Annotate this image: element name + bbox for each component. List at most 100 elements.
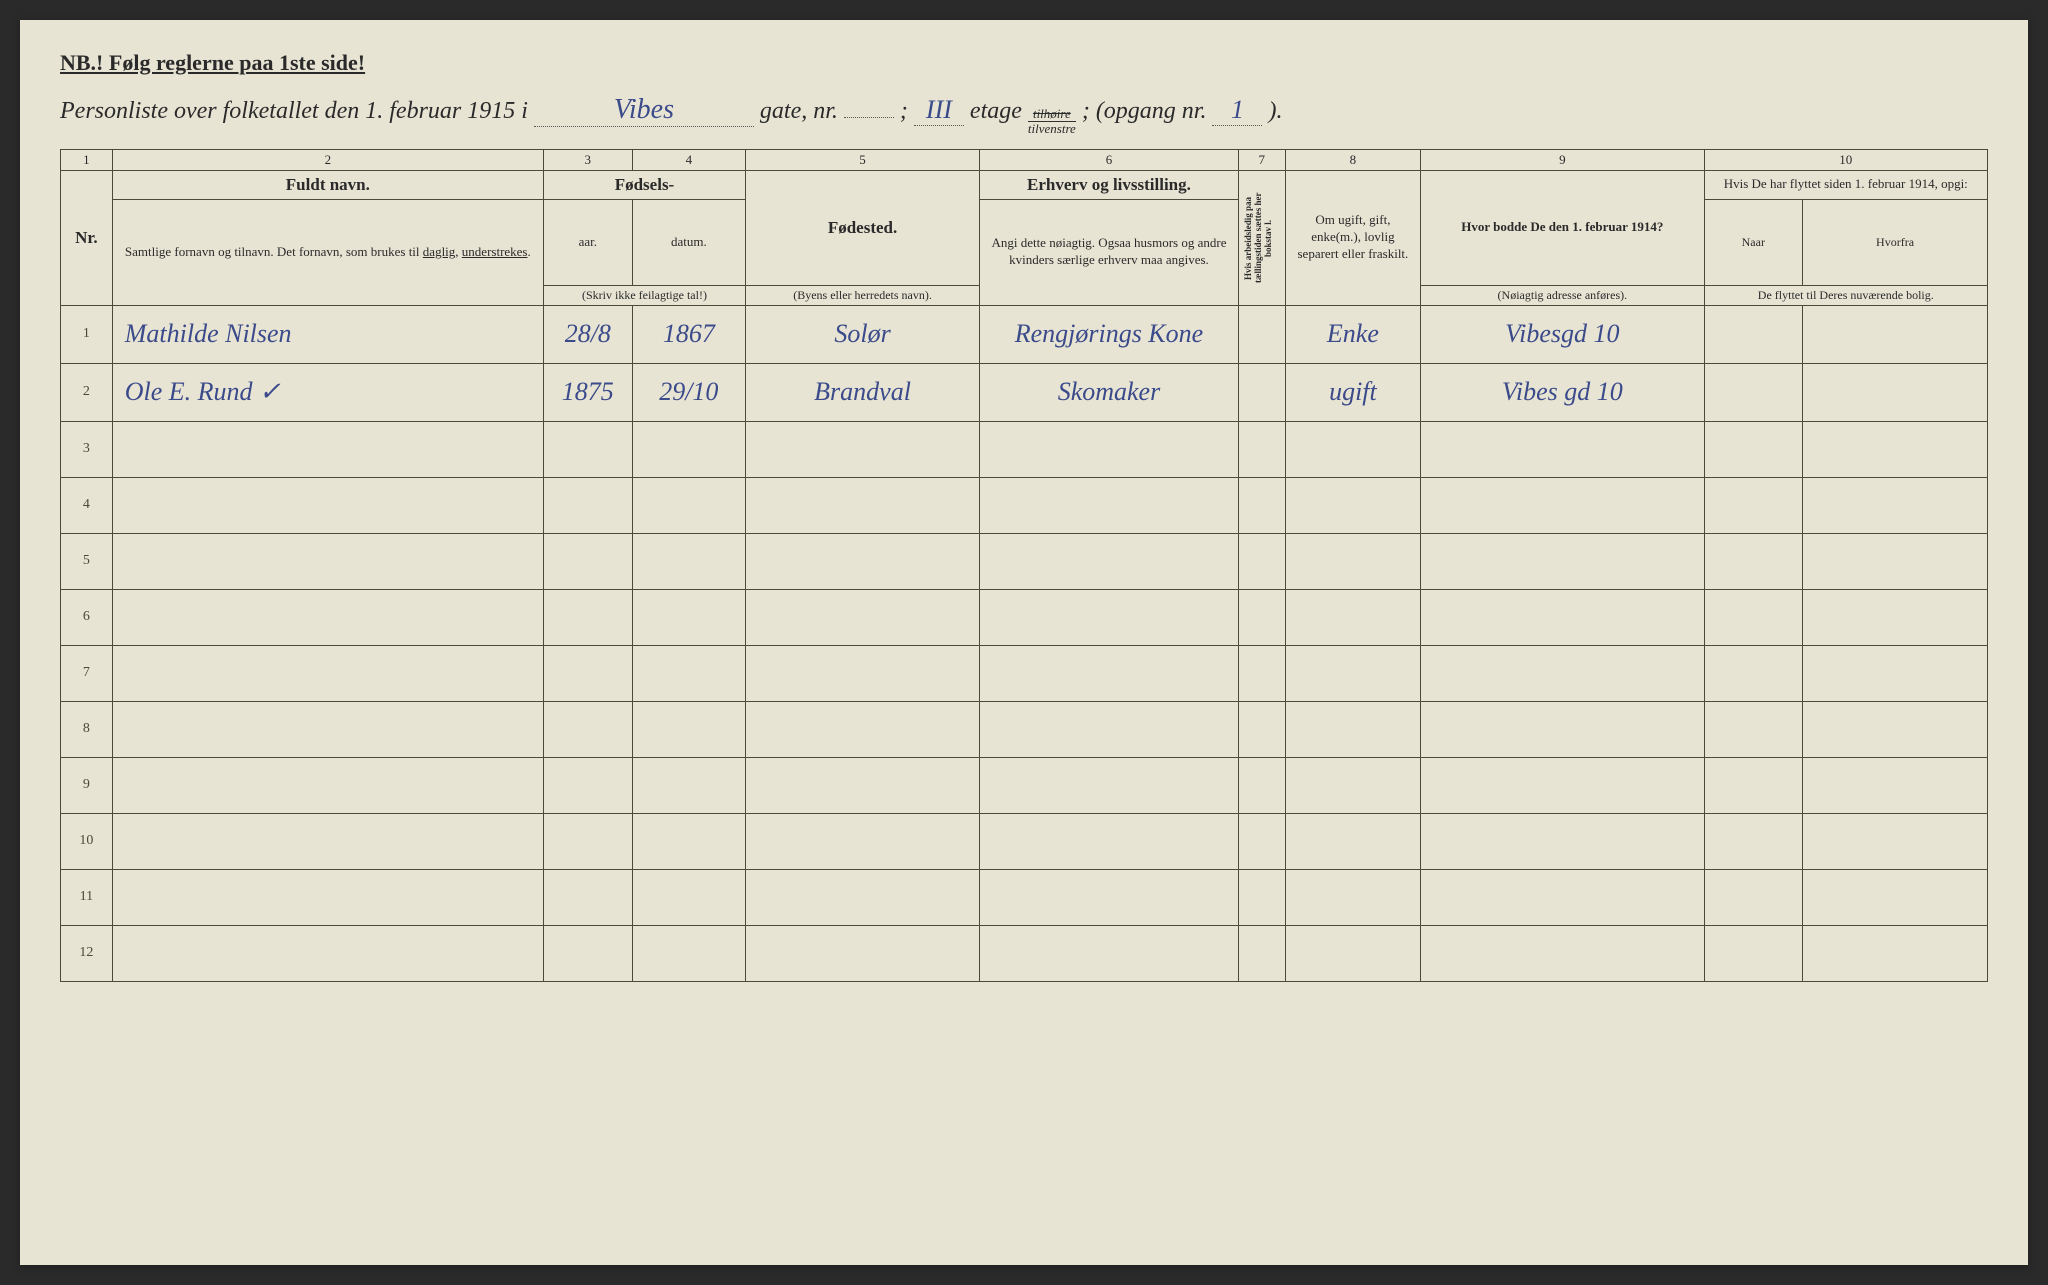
cell-year: 28/8 [543, 305, 632, 363]
cell-empty [1421, 701, 1704, 757]
cell-place: Solør [746, 305, 980, 363]
hdr-col10-sub: De flyttet til Deres nuværende bolig. [1704, 286, 1987, 305]
header-notice: NB.! Følg reglerne paa 1ste side! [60, 50, 1988, 76]
cell-empty [1803, 757, 1988, 813]
cell-c10b [1803, 363, 1988, 421]
etage-label: etage [970, 98, 1022, 125]
cell-occ: Skomaker [980, 363, 1239, 421]
side-fraction: tilhøire tilvenstre [1028, 107, 1076, 137]
cell-empty [543, 533, 632, 589]
cell-empty [1238, 645, 1285, 701]
hdr-hvorfra: Hvorfra [1803, 199, 1988, 286]
title-prefix: Personliste over folketallet den 1. febr… [60, 98, 528, 125]
cell-empty [1803, 701, 1988, 757]
cell-empty [543, 701, 632, 757]
cell-empty [1421, 533, 1704, 589]
opgang-label: (opgang nr. [1096, 98, 1207, 125]
cell-empty [1704, 925, 1803, 981]
cell-empty [1238, 589, 1285, 645]
side-bot: tilvenstre [1028, 121, 1076, 136]
table-row-empty: 11 [61, 869, 1988, 925]
cell-empty [1238, 813, 1285, 869]
cell-date: 1867 [632, 305, 745, 363]
hdr-erhverv-sub: Angi dette nøiagtig. Ogsaa husmors og an… [980, 199, 1239, 305]
table-row-empty: 12 [61, 925, 1988, 981]
cell-c7 [1238, 363, 1285, 421]
colnum-1: 1 [61, 149, 113, 170]
cell-empty [980, 533, 1239, 589]
table-row-empty: 10 [61, 813, 1988, 869]
colnum-7: 7 [1238, 149, 1285, 170]
hdr-fodested-sub: (Byens eller herredets navn). [746, 286, 980, 305]
cell-empty [1285, 645, 1421, 701]
cell-empty [1421, 645, 1704, 701]
hdr-col10: Hvis De har flyttet siden 1. februar 191… [1704, 170, 1987, 199]
cell-empty [746, 533, 980, 589]
cell-empty [1803, 533, 1988, 589]
cell-empty [1421, 757, 1704, 813]
cell-empty [1285, 421, 1421, 477]
cell-empty [1704, 589, 1803, 645]
cell-empty [746, 421, 980, 477]
cell-empty [543, 477, 632, 533]
cell-empty [632, 925, 745, 981]
table-body: 1 Mathilde Nilsen 28/8 1867 Solør Rengjø… [61, 305, 1988, 981]
cell-c8: Enke [1285, 305, 1421, 363]
semicolon1: ; [900, 98, 908, 125]
cell-empty [112, 645, 543, 701]
cell-empty [1238, 477, 1285, 533]
cell-empty [1704, 869, 1803, 925]
cell-year: 1875 [543, 363, 632, 421]
cell-empty [1285, 813, 1421, 869]
cell-empty [1285, 869, 1421, 925]
gate-label: gate, nr. [760, 98, 838, 125]
cell-empty [980, 757, 1239, 813]
cell-empty [980, 701, 1239, 757]
cell-empty [1285, 757, 1421, 813]
cell-empty [980, 869, 1239, 925]
cell-c10b [1803, 305, 1988, 363]
cell-empty [1238, 757, 1285, 813]
cell-empty [980, 421, 1239, 477]
cell-empty [632, 813, 745, 869]
cell-empty [112, 813, 543, 869]
hdr-fodested: Fødested. [746, 170, 980, 286]
cell-empty [632, 533, 745, 589]
cell-empty [1238, 533, 1285, 589]
cell-empty [746, 813, 980, 869]
cell-empty [543, 869, 632, 925]
hdr-erhverv: Erhverv og livsstilling. [980, 170, 1239, 199]
cell-empty [1704, 813, 1803, 869]
hdr-aar: aar. [543, 199, 632, 286]
table-row-empty: 5 [61, 533, 1988, 589]
cell-date: 29/10 [632, 363, 745, 421]
cell-nr: 4 [61, 477, 113, 533]
cell-empty [1704, 421, 1803, 477]
cell-empty [980, 589, 1239, 645]
cell-empty [112, 757, 543, 813]
cell-empty [632, 421, 745, 477]
cell-empty [746, 701, 980, 757]
cell-c7 [1238, 305, 1285, 363]
cell-empty [1421, 477, 1704, 533]
cell-empty [1238, 421, 1285, 477]
cell-empty [1803, 869, 1988, 925]
colnum-4: 4 [632, 149, 745, 170]
table-row: 2 Ole E. Rund ✓ 1875 29/10 Brandval Skom… [61, 363, 1988, 421]
cell-nr: 12 [61, 925, 113, 981]
hdr-nr: Nr. [61, 170, 113, 305]
table-row-empty: 7 [61, 645, 1988, 701]
cell-name: Mathilde Nilsen [112, 305, 543, 363]
column-number-row: 1 2 3 4 5 6 7 8 9 10 [61, 149, 1988, 170]
cell-empty [1421, 813, 1704, 869]
cell-empty [1803, 925, 1988, 981]
cell-empty [1238, 925, 1285, 981]
hdr-datum: datum. [632, 199, 745, 286]
side-top: tilhøire [1028, 107, 1076, 121]
cell-occ: Rengjørings Kone [980, 305, 1239, 363]
cell-empty [1704, 533, 1803, 589]
cell-empty [980, 813, 1239, 869]
cell-empty [1421, 589, 1704, 645]
cell-empty [1803, 645, 1988, 701]
etage-field: III [914, 95, 964, 126]
